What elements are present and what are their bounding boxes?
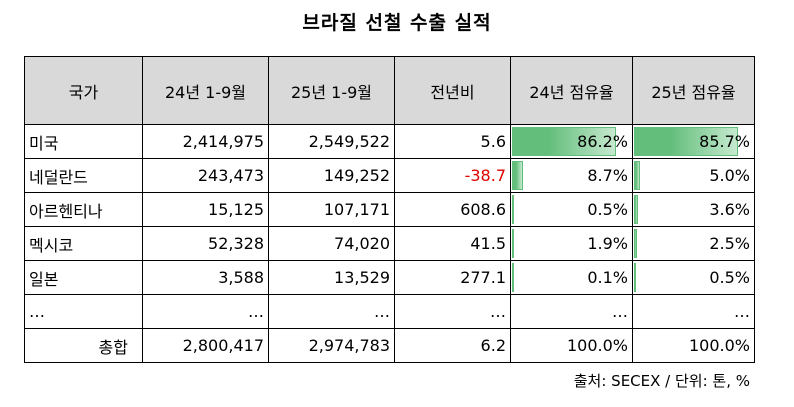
country-cell: 아르헨티나	[24, 192, 143, 227]
total-yoy-cell: 6.2	[394, 328, 511, 363]
total-share-25-cell: 100.0%	[632, 328, 755, 363]
share-value: 0.1%	[587, 268, 628, 287]
value-24-cell: 243,473	[142, 158, 269, 193]
share-databar	[512, 229, 515, 258]
share-value: 2.5%	[709, 234, 750, 253]
share-value: …	[612, 302, 628, 321]
share-value: …	[734, 302, 750, 321]
header-country: 국가	[24, 56, 143, 125]
country-cell: 미국	[24, 124, 143, 159]
share-databar	[512, 195, 514, 224]
share-24-cell: 86.2%	[510, 124, 633, 159]
value-25-cell: 2,549,522	[268, 124, 395, 159]
value-24-cell: 2,414,975	[142, 124, 269, 159]
share-24-cell: 0.1%	[510, 260, 633, 295]
value-25-cell: 107,171	[268, 192, 395, 227]
share-databar	[634, 195, 639, 224]
share-databar	[634, 263, 636, 292]
yoy-cell: 41.5	[394, 226, 511, 261]
header-yoy: 전년비	[394, 56, 511, 125]
table-row: 일본 3,588 13,529 277.1 0.1% 0.5%	[24, 260, 755, 295]
share-value: 3.6%	[709, 200, 750, 219]
total-label-cell: 총합	[24, 328, 143, 363]
country-cell: 네덜란드	[24, 158, 143, 193]
value-24-cell: 3,588	[142, 260, 269, 295]
yoy-cell: 608.6	[394, 192, 511, 227]
share-databar	[634, 127, 738, 156]
yoy-cell: 277.1	[394, 260, 511, 295]
share-databar	[512, 263, 514, 292]
share-databar	[512, 127, 617, 156]
share-25-cell: …	[632, 294, 755, 329]
share-value: 0.5%	[587, 200, 628, 219]
value-24-cell: …	[142, 294, 269, 329]
share-databar	[512, 161, 523, 190]
share-25-cell: 0.5%	[632, 260, 755, 295]
country-cell: …	[24, 294, 143, 329]
table-row: 아르헨티나 15,125 107,171 608.6 0.5% 3.6%	[24, 192, 755, 227]
value-25-cell: 74,020	[268, 226, 395, 261]
header-share-24: 24년 점유율	[510, 56, 633, 125]
yoy-cell: …	[394, 294, 511, 329]
share-24-cell: 1.9%	[510, 226, 633, 261]
table-row: 멕시코 52,328 74,020 41.5 1.9% 2.5%	[24, 226, 755, 261]
total-25-cell: 2,974,783	[268, 328, 395, 363]
share-25-cell: 85.7%	[632, 124, 755, 159]
header-row: 국가 24년 1-9월 25년 1-9월 전년비 24년 점유율 25년 점유율	[24, 56, 755, 125]
share-value: 1.9%	[587, 234, 628, 253]
value-24-cell: 52,328	[142, 226, 269, 261]
share-value: 0.5%	[709, 268, 750, 287]
share-24-cell: …	[510, 294, 633, 329]
header-24-jan-sep: 24년 1-9월	[142, 56, 269, 125]
value-25-cell: …	[268, 294, 395, 329]
share-databar	[634, 229, 638, 258]
table-row: ………………	[24, 294, 755, 329]
source-note: 출처: SECEX / 단위: 톤, %	[573, 372, 750, 390]
share-25-cell: 3.6%	[632, 192, 755, 227]
share-25-cell: 2.5%	[632, 226, 755, 261]
yoy-cell: -38.7	[394, 158, 511, 193]
share-value: 8.7%	[587, 166, 628, 185]
value-25-cell: 149,252	[268, 158, 395, 193]
table-row: 네덜란드 243,473 149,252 -38.7 8.7% 5.0%	[24, 158, 755, 193]
share-value: 85.7%	[699, 132, 750, 151]
export-table: 국가 24년 1-9월 25년 1-9월 전년비 24년 점유율 25년 점유율…	[24, 56, 755, 363]
country-cell: 멕시코	[24, 226, 143, 261]
total-share-24-cell: 100.0%	[510, 328, 633, 363]
value-24-cell: 15,125	[142, 192, 269, 227]
share-24-cell: 8.7%	[510, 158, 633, 193]
share-25-cell: 5.0%	[632, 158, 755, 193]
page-title: 브라질 선철 수출 실적	[302, 12, 492, 34]
country-cell: 일본	[24, 260, 143, 295]
header-share-25: 25년 점유율	[632, 56, 755, 125]
share-value: 5.0%	[709, 166, 750, 185]
table-row: 미국 2,414,975 2,549,522 5.6 86.2% 85.7%	[24, 124, 755, 159]
share-value: 86.2%	[577, 132, 628, 151]
share-24-cell: 0.5%	[510, 192, 633, 227]
value-25-cell: 13,529	[268, 260, 395, 295]
yoy-cell: 5.6	[394, 124, 511, 159]
total-24-cell: 2,800,417	[142, 328, 269, 363]
share-databar	[634, 161, 641, 190]
total-row: 총합 2,800,417 2,974,783 6.2 100.0% 100.0%	[24, 328, 755, 363]
header-25-jan-sep: 25년 1-9월	[268, 56, 395, 125]
